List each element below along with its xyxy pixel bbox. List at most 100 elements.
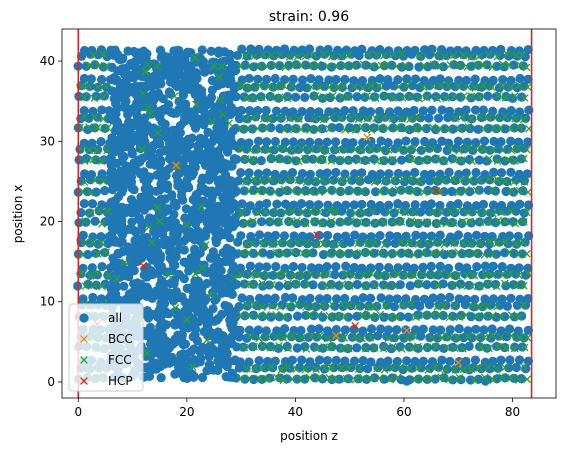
data-point-all [127, 106, 138, 116]
data-point-all [204, 154, 214, 164]
data-point-fcc [379, 344, 388, 353]
data-point-all [390, 176, 401, 186]
data-point-fcc [445, 375, 453, 384]
data-point-all [159, 341, 169, 351]
data-point-fcc [412, 313, 420, 321]
data-point-fcc [345, 301, 353, 309]
data-point-all [314, 230, 324, 241]
data-point-all [523, 137, 533, 147]
data-point-all [322, 326, 333, 336]
data-point-all [443, 263, 454, 273]
data-point-all [244, 357, 254, 367]
data-point-all [247, 218, 257, 228]
data-point-all [510, 342, 520, 352]
data-point-all [500, 156, 510, 166]
data-point-all [491, 249, 501, 259]
data-point-all [369, 154, 379, 164]
data-point-all [410, 136, 420, 147]
data-point-all [404, 342, 415, 352]
data-point-all [202, 320, 212, 331]
data-point-all [116, 174, 126, 184]
data-point-all [461, 75, 471, 86]
data-point-all [374, 262, 384, 272]
data-point-fcc [345, 364, 354, 372]
data-point-fcc [394, 333, 403, 342]
data-point-all [292, 311, 303, 321]
data-point-fcc [303, 280, 312, 289]
data-point-all [280, 106, 290, 116]
data-point-all [131, 56, 141, 67]
data-point-all [413, 343, 423, 353]
data-point-all [416, 239, 426, 249]
data-point-fcc [488, 311, 497, 320]
data-point-all [328, 175, 339, 185]
data-point-all [209, 264, 220, 274]
data-point-all [210, 295, 220, 305]
data-point-all [129, 72, 139, 83]
data-point-fcc [507, 311, 516, 319]
data-point-all [204, 311, 214, 321]
data-point-all [233, 176, 244, 186]
data-point-all [331, 137, 341, 147]
data-point-fcc [362, 282, 370, 291]
data-point-all [222, 243, 232, 253]
data-point-all [90, 216, 100, 226]
data-point-all [515, 294, 525, 304]
data-point-fcc [459, 365, 468, 373]
data-point-all [218, 356, 228, 366]
data-point-all [437, 355, 447, 365]
data-point-fcc [346, 282, 354, 290]
data-point-all [326, 279, 336, 289]
data-point-all [297, 45, 307, 55]
data-point-all [251, 363, 261, 374]
data-point-all [225, 132, 236, 142]
data-point-all [121, 96, 131, 107]
data-point-all [332, 201, 342, 211]
data-point-fcc [312, 365, 321, 374]
data-point-all [352, 92, 362, 102]
data-point-all [506, 293, 516, 303]
data-point-all [415, 113, 426, 123]
data-point-all [168, 56, 179, 66]
data-point-all [444, 167, 454, 177]
data-point-all [96, 232, 106, 242]
data-point-all [296, 325, 306, 336]
y-tick-label: 20 [40, 215, 55, 229]
data-point-fcc [353, 302, 362, 311]
data-point-all [225, 49, 235, 59]
data-point-all [288, 107, 298, 117]
data-point-all [187, 85, 197, 95]
data-point-all [266, 312, 276, 322]
data-point-all [419, 169, 430, 180]
data-point-fcc [81, 282, 90, 290]
data-point-fcc [344, 344, 353, 353]
data-point-all [138, 81, 148, 91]
data-point-fcc [93, 269, 102, 277]
data-point-all [172, 46, 182, 56]
data-point-all [296, 198, 307, 209]
data-point-all [217, 309, 227, 319]
data-point-all [211, 114, 221, 124]
data-point-fcc [104, 271, 113, 280]
data-point-all [370, 187, 381, 197]
data-point-all [445, 325, 455, 335]
data-point-all [436, 45, 447, 55]
data-point-all [246, 44, 256, 54]
data-point-all [443, 138, 454, 148]
data-point-all [134, 234, 145, 245]
data-point-all [322, 230, 333, 241]
data-point-fcc [464, 332, 472, 340]
data-point-all [152, 221, 162, 231]
data-point-all [318, 312, 328, 322]
data-point-all [193, 116, 203, 126]
data-point-all [237, 44, 247, 54]
data-point-all [197, 372, 208, 383]
data-point-all [303, 145, 313, 155]
data-point-fcc [78, 269, 87, 277]
data-point-all [305, 169, 315, 179]
data-point-all [254, 293, 265, 303]
data-point-all [506, 136, 516, 146]
data-point-fcc [275, 342, 283, 350]
data-point-all [461, 356, 471, 366]
data-point-all [464, 341, 474, 351]
